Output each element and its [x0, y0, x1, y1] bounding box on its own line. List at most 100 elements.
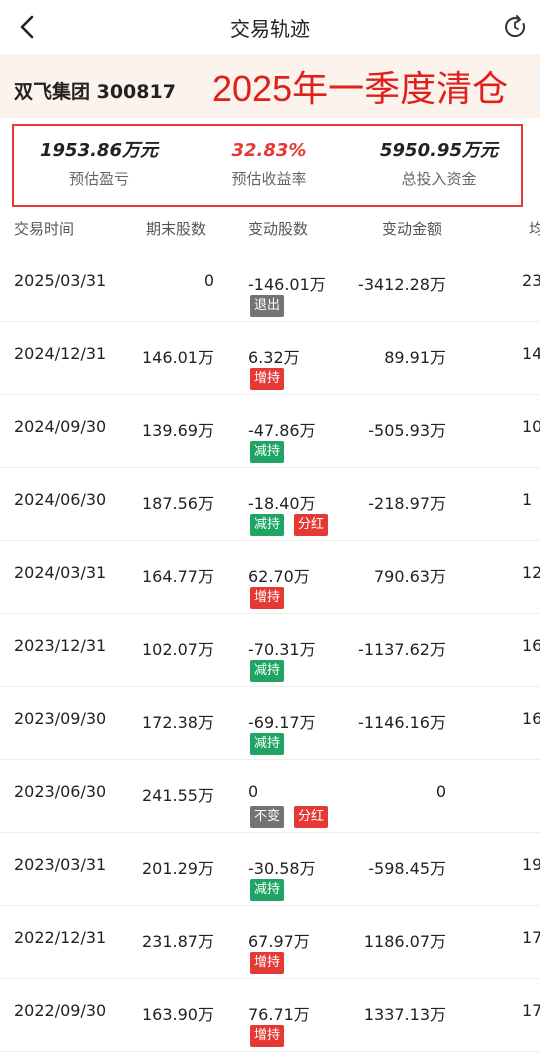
amount-change: 1337.13万 — [363, 1005, 446, 1024]
trade-date: 2025/03/31 — [14, 271, 107, 290]
avg-price: 17 — [522, 928, 540, 947]
table-row[interactable]: 2025/03/31 0 -146.01万 -3412.28万 23 退出 — [0, 249, 540, 322]
stock-name: 双飞集团 300817 — [14, 81, 176, 103]
end-shares: 231.87万 — [142, 932, 214, 951]
summary-invested-value: 5950.95万元 — [380, 140, 498, 161]
trade-date: 2024/03/31 — [14, 563, 107, 582]
summary-return: 32.83% 预估收益率 — [184, 138, 354, 189]
action-tag: 分红 — [294, 806, 329, 828]
end-shares: 241.55万 — [142, 786, 214, 805]
amount-change: -218.97万 — [368, 494, 446, 513]
share-change: -70.31万 — [248, 640, 316, 659]
table-row[interactable]: 2024/09/30 139.69万 -47.86万 -505.93万 10 减持 — [0, 395, 540, 468]
share-change: 67.97万 — [248, 932, 310, 951]
action-tags: 增持 — [250, 951, 294, 974]
table-row[interactable]: 2022/12/31 231.87万 67.97万 1186.07万 17 增持 — [0, 906, 540, 979]
avg-price: 19 — [522, 855, 540, 874]
table-row[interactable]: 2023/09/30 172.38万 -69.17万 -1146.16万 16 减持 — [0, 687, 540, 760]
action-tag: 增持 — [250, 368, 285, 390]
amount-change: -1137.62万 — [358, 640, 446, 659]
summary-profit-label: 预估盈亏 — [68, 170, 129, 188]
avg-price: 12 — [522, 563, 540, 582]
action-tag: 退出 — [250, 295, 285, 317]
amount-change: -598.45万 — [368, 859, 446, 878]
action-tag: 减持 — [250, 660, 285, 682]
refresh-icon[interactable] — [502, 14, 528, 40]
action-tag: 减持 — [250, 733, 285, 755]
amount-change: 790.63万 — [374, 567, 446, 586]
summary-return-value: 32.83% — [231, 140, 307, 161]
end-shares: 201.29万 — [142, 859, 214, 878]
table-row[interactable]: 2023/03/31 201.29万 -30.58万 -598.45万 19 减持 — [0, 833, 540, 906]
action-tag: 减持 — [250, 514, 285, 536]
avg-price: 23 — [522, 271, 540, 290]
share-change: -146.01万 — [248, 275, 326, 294]
avg-price: 17 — [522, 1001, 540, 1020]
trade-date: 2022/12/31 — [14, 928, 107, 947]
clearance-headline: 2025年一季度清仓 — [212, 68, 509, 109]
end-shares: 163.90万 — [142, 1005, 214, 1024]
share-change: 0 — [248, 782, 259, 801]
avg-price: 14 — [522, 344, 540, 363]
end-shares: 172.38万 — [142, 713, 214, 732]
end-shares: 139.69万 — [142, 421, 214, 440]
share-change: 6.32万 — [248, 348, 300, 367]
end-shares: 164.77万 — [142, 567, 214, 586]
action-tags: 减持 分红 — [250, 513, 338, 536]
amount-change: 0 — [435, 782, 446, 801]
share-change: -69.17万 — [248, 713, 316, 732]
share-change: -18.40万 — [248, 494, 316, 513]
amount-change: 1186.07万 — [363, 932, 446, 951]
column-header-amount-change: 变动金额 — [382, 220, 443, 238]
table-row[interactable]: 2022/09/30 163.90万 76.71万 1337.13万 17 增持 — [0, 979, 540, 1052]
summary-return-label: 预估收益率 — [231, 170, 307, 188]
share-change: -47.86万 — [248, 421, 316, 440]
table-row[interactable]: 2024/12/31 146.01万 6.32万 89.91万 14 增持 — [0, 322, 540, 395]
column-header-share-change: 变动股数 — [248, 220, 309, 238]
summary-invested-label: 总投入资金 — [401, 170, 477, 188]
avg-price: 10 — [522, 417, 540, 436]
trade-date: 2024/09/30 — [14, 417, 107, 436]
avg-price: 1 — [522, 490, 533, 509]
trade-date: 2023/09/30 — [14, 709, 107, 728]
amount-change: 89.91万 — [384, 348, 446, 367]
table-row[interactable]: 2023/06/30 241.55万 0 0 不变 分红 — [0, 760, 540, 833]
share-change: -30.58万 — [248, 859, 316, 878]
column-header-avg-price: 均 — [529, 220, 540, 238]
end-shares: 0 — [203, 271, 214, 290]
trade-date: 2023/03/31 — [14, 855, 107, 874]
summary-invested: 5950.95万元 总投入资金 — [354, 138, 524, 189]
action-tags: 退出 — [250, 294, 294, 317]
amount-change: -505.93万 — [368, 421, 446, 440]
trade-date: 2022/09/30 — [14, 1001, 107, 1020]
table-row[interactable]: 2024/03/31 164.77万 62.70万 790.63万 12 增持 — [0, 541, 540, 614]
action-tag: 分红 — [294, 514, 329, 536]
action-tags: 增持 — [250, 1024, 294, 1047]
trade-date: 2024/12/31 — [14, 344, 107, 363]
amount-change: -1146.16万 — [358, 713, 446, 732]
action-tag: 增持 — [250, 587, 285, 609]
action-tags: 增持 — [250, 367, 294, 390]
action-tags: 减持 — [250, 440, 294, 463]
page-title: 交易轨迹 — [230, 17, 310, 41]
end-shares: 146.01万 — [142, 348, 214, 367]
trade-date: 2023/06/30 — [14, 782, 107, 801]
action-tags: 不变 分红 — [250, 805, 338, 828]
end-shares: 102.07万 — [142, 640, 214, 659]
amount-change: -3412.28万 — [358, 275, 446, 294]
top-nav-bar: 交易轨迹 — [0, 0, 540, 54]
action-tags: 减持 — [250, 659, 294, 682]
table-row[interactable]: 2023/12/31 102.07万 -70.31万 -1137.62万 16 减持 — [0, 614, 540, 687]
avg-price: 16 — [522, 709, 540, 728]
share-change: 62.70万 — [248, 567, 310, 586]
trade-date: 2023/12/31 — [14, 636, 107, 655]
column-header-end-shares: 期末股数 — [146, 220, 207, 238]
action-tag: 减持 — [250, 879, 285, 901]
action-tags: 减持 — [250, 732, 294, 755]
stock-info-bar: 双飞集团 300817 2025年一季度清仓 — [0, 54, 540, 118]
back-arrow-icon[interactable] — [14, 12, 42, 42]
summary-profit-value: 1953.86万元 — [40, 140, 158, 161]
table-row[interactable]: 2024/06/30 187.56万 -18.40万 -218.97万 1 减持 分红 — [0, 468, 540, 541]
action-tag: 增持 — [250, 1025, 285, 1047]
action-tag: 减持 — [250, 441, 285, 463]
